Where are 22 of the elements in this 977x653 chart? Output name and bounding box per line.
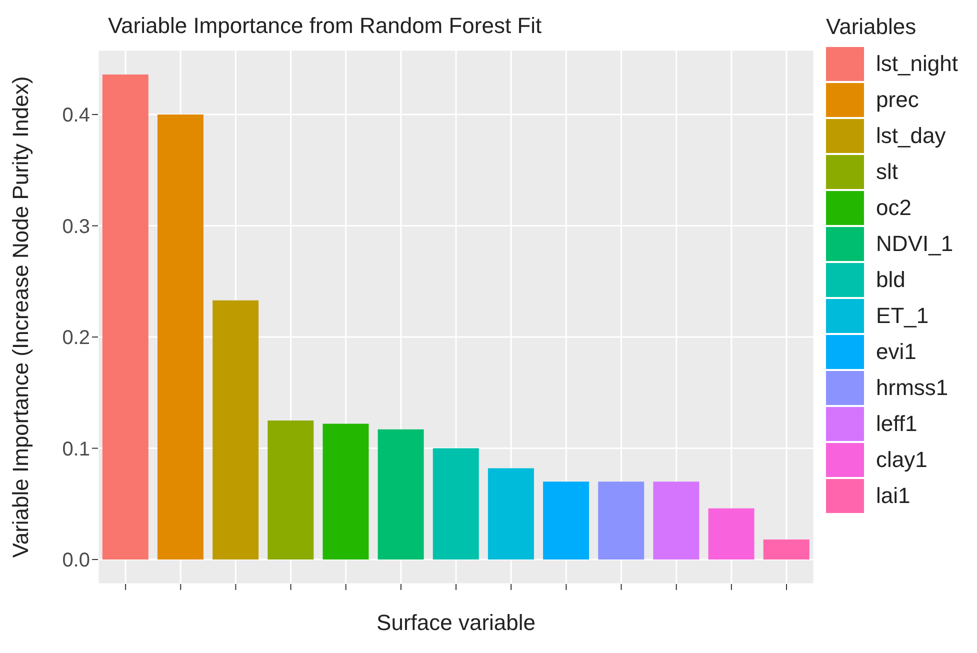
legend-label: prec <box>876 87 919 113</box>
y-tick-label: 0.3 <box>62 216 90 238</box>
y-axis-title: Variable Importance (Increase Node Purity Index) <box>8 76 33 558</box>
legend-label: slt <box>876 159 898 185</box>
legend-label: bld <box>876 267 906 293</box>
y-tick-label: 0.1 <box>62 438 90 460</box>
chart-title: Variable Importance from Random Forest Fit <box>108 13 542 38</box>
legend-label: evi1 <box>876 339 916 365</box>
y-tick-label: 0.4 <box>62 104 90 127</box>
legend-label: lst_day <box>876 123 946 149</box>
legend-title: Variables <box>826 14 918 40</box>
legend-label: NDVI_1 <box>876 231 954 257</box>
legend-label: hrmss1 <box>876 375 948 401</box>
x-axis-title: Surface variable <box>376 610 536 635</box>
legend-label: lst_night <box>876 51 958 77</box>
legend-label: oc2 <box>876 195 912 221</box>
legend-label: leff1 <box>876 411 918 437</box>
y-tick-label: 0.0 <box>62 550 90 572</box>
legend-label: lai1 <box>876 483 910 509</box>
legend-label: clay1 <box>876 447 928 473</box>
y-tick-label: 0.2 <box>62 327 90 350</box>
legend-label: ET_1 <box>876 303 929 329</box>
